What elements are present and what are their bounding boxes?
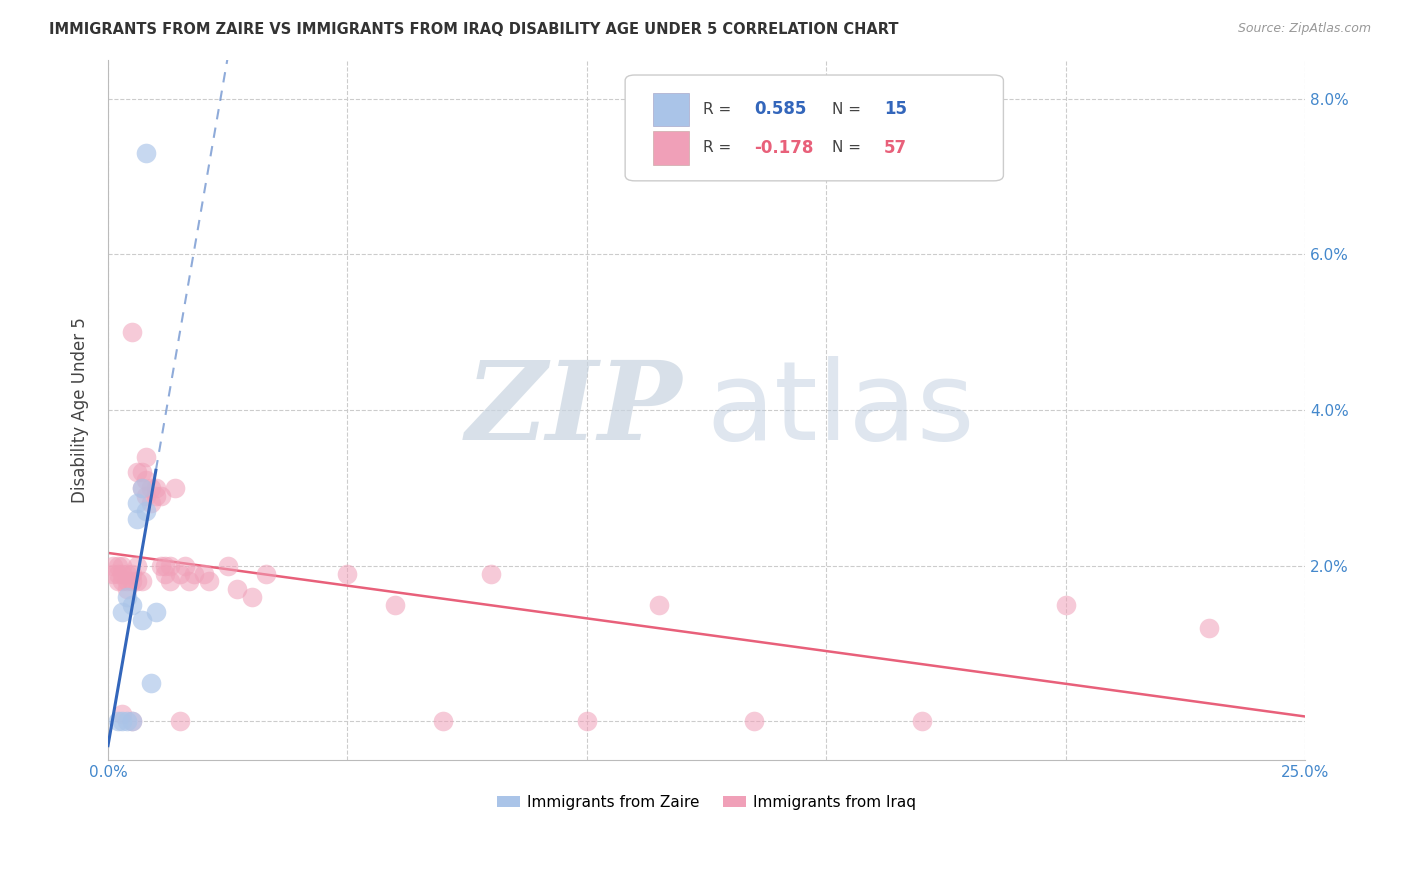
Point [183, 566, 205, 581]
Point [101, 566, 124, 581]
Text: 57: 57 [884, 139, 907, 157]
Point [115, 590, 138, 604]
Point [121, 714, 143, 729]
Point [217, 558, 239, 573]
Point [121, 574, 143, 589]
Point [131, 465, 153, 479]
Point [107, 558, 129, 573]
Point [575, 714, 598, 729]
Point [107, 574, 129, 589]
Point [107, 566, 129, 581]
Point [336, 566, 359, 581]
Point [173, 558, 195, 573]
Point [111, 706, 134, 721]
Text: ZIP: ZIP [465, 356, 682, 464]
Point [121, 566, 143, 581]
Point [1198, 621, 1220, 635]
Point [111, 714, 134, 729]
Text: 15: 15 [884, 101, 907, 119]
Point [155, 558, 177, 573]
Point [131, 574, 153, 589]
Point [125, 512, 148, 526]
Point [115, 566, 138, 581]
Point [197, 574, 219, 589]
Point [139, 675, 162, 690]
FancyBboxPatch shape [652, 93, 689, 126]
Point [384, 598, 406, 612]
Point [115, 582, 138, 596]
Point [135, 473, 157, 487]
Point [135, 450, 157, 464]
Point [131, 481, 153, 495]
Text: R =: R = [703, 140, 737, 155]
Point [121, 598, 143, 612]
Point [149, 489, 172, 503]
Legend: Immigrants from Zaire, Immigrants from Iraq: Immigrants from Zaire, Immigrants from I… [491, 789, 922, 816]
Point [479, 566, 502, 581]
Point [911, 714, 934, 729]
Text: IMMIGRANTS FROM ZAIRE VS IMMIGRANTS FROM IRAQ DISABILITY AGE UNDER 5 CORRELATION: IMMIGRANTS FROM ZAIRE VS IMMIGRANTS FROM… [49, 22, 898, 37]
Point [145, 489, 167, 503]
Point [647, 598, 669, 612]
Point [432, 714, 454, 729]
Point [193, 566, 215, 581]
Point [169, 566, 191, 581]
Point [135, 489, 157, 503]
Point [111, 606, 134, 620]
Point [744, 714, 766, 729]
Y-axis label: Disability Age Under 5: Disability Age Under 5 [72, 317, 89, 503]
Point [155, 566, 177, 581]
Point [149, 558, 172, 573]
Point [121, 325, 143, 339]
Point [240, 590, 263, 604]
FancyBboxPatch shape [626, 75, 1004, 181]
Text: N =: N = [832, 102, 866, 117]
Text: R =: R = [703, 102, 737, 117]
Point [135, 146, 157, 161]
Point [111, 574, 134, 589]
Point [169, 714, 191, 729]
Point [125, 574, 148, 589]
Point [254, 566, 277, 581]
Point [111, 558, 134, 573]
Point [179, 574, 201, 589]
Point [159, 558, 181, 573]
Point [115, 714, 138, 729]
Point [121, 714, 143, 729]
Point [125, 465, 148, 479]
Point [131, 481, 153, 495]
Point [145, 481, 167, 495]
Point [125, 496, 148, 510]
Point [163, 481, 186, 495]
Text: 0.585: 0.585 [755, 101, 807, 119]
Point [1054, 598, 1077, 612]
Text: N =: N = [832, 140, 866, 155]
FancyBboxPatch shape [652, 131, 689, 165]
Point [125, 558, 148, 573]
Point [107, 714, 129, 729]
Point [101, 558, 124, 573]
Point [145, 606, 167, 620]
Point [115, 574, 138, 589]
Point [139, 481, 162, 495]
Point [131, 613, 153, 627]
Text: atlas: atlas [707, 357, 974, 464]
Point [135, 504, 157, 518]
Text: Source: ZipAtlas.com: Source: ZipAtlas.com [1237, 22, 1371, 36]
Point [226, 582, 249, 596]
Text: -0.178: -0.178 [755, 139, 814, 157]
Point [159, 574, 181, 589]
Point [139, 496, 162, 510]
Point [111, 566, 134, 581]
